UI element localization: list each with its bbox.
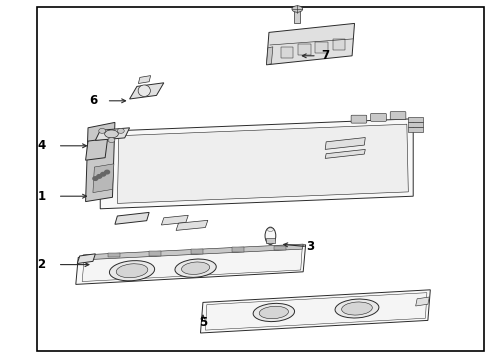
Polygon shape — [76, 245, 305, 284]
Text: 7: 7 — [321, 49, 328, 62]
Ellipse shape — [181, 262, 209, 274]
Text: 6: 6 — [89, 94, 97, 107]
Polygon shape — [161, 215, 188, 225]
Ellipse shape — [175, 259, 216, 277]
Bar — [281, 47, 293, 58]
Bar — [332, 39, 344, 50]
Circle shape — [117, 129, 124, 134]
Bar — [298, 44, 310, 55]
Polygon shape — [85, 139, 107, 160]
Circle shape — [93, 177, 98, 180]
Polygon shape — [93, 164, 114, 193]
Polygon shape — [325, 138, 365, 149]
Ellipse shape — [109, 261, 154, 281]
Polygon shape — [325, 149, 365, 158]
Text: 4: 4 — [38, 139, 45, 152]
Ellipse shape — [259, 306, 288, 319]
Bar — [232, 247, 244, 252]
Polygon shape — [82, 248, 302, 282]
Bar — [407, 117, 422, 122]
Polygon shape — [115, 212, 149, 224]
Ellipse shape — [341, 302, 371, 315]
Circle shape — [108, 138, 115, 143]
Bar — [265, 238, 274, 243]
Text: 1: 1 — [38, 190, 45, 203]
Circle shape — [99, 129, 105, 134]
Polygon shape — [117, 124, 407, 203]
Circle shape — [104, 170, 109, 174]
Polygon shape — [200, 290, 429, 333]
Circle shape — [101, 172, 105, 176]
Text: 5: 5 — [199, 316, 206, 329]
Bar — [107, 253, 120, 257]
FancyBboxPatch shape — [389, 112, 405, 120]
Ellipse shape — [264, 227, 275, 244]
Ellipse shape — [334, 299, 378, 318]
Circle shape — [97, 175, 102, 178]
Ellipse shape — [116, 264, 147, 278]
Polygon shape — [129, 83, 163, 99]
Polygon shape — [95, 128, 129, 140]
Ellipse shape — [291, 6, 302, 12]
Bar — [294, 10, 300, 23]
Ellipse shape — [138, 85, 150, 96]
Ellipse shape — [253, 303, 294, 321]
FancyBboxPatch shape — [350, 115, 366, 123]
Text: 3: 3 — [306, 240, 314, 253]
Text: 2: 2 — [38, 258, 45, 271]
Polygon shape — [415, 297, 428, 306]
Bar — [407, 127, 422, 132]
Polygon shape — [138, 76, 150, 84]
Polygon shape — [205, 293, 426, 330]
FancyBboxPatch shape — [370, 113, 386, 121]
Ellipse shape — [104, 130, 118, 138]
Polygon shape — [266, 23, 354, 65]
Bar — [273, 246, 285, 250]
Bar — [407, 122, 422, 127]
Polygon shape — [82, 244, 303, 260]
Ellipse shape — [267, 228, 273, 231]
Bar — [149, 251, 161, 256]
Polygon shape — [85, 122, 115, 202]
Bar — [190, 249, 203, 254]
Polygon shape — [176, 220, 207, 230]
Polygon shape — [100, 119, 412, 209]
Bar — [315, 42, 327, 53]
Polygon shape — [77, 254, 95, 264]
Polygon shape — [266, 47, 272, 65]
